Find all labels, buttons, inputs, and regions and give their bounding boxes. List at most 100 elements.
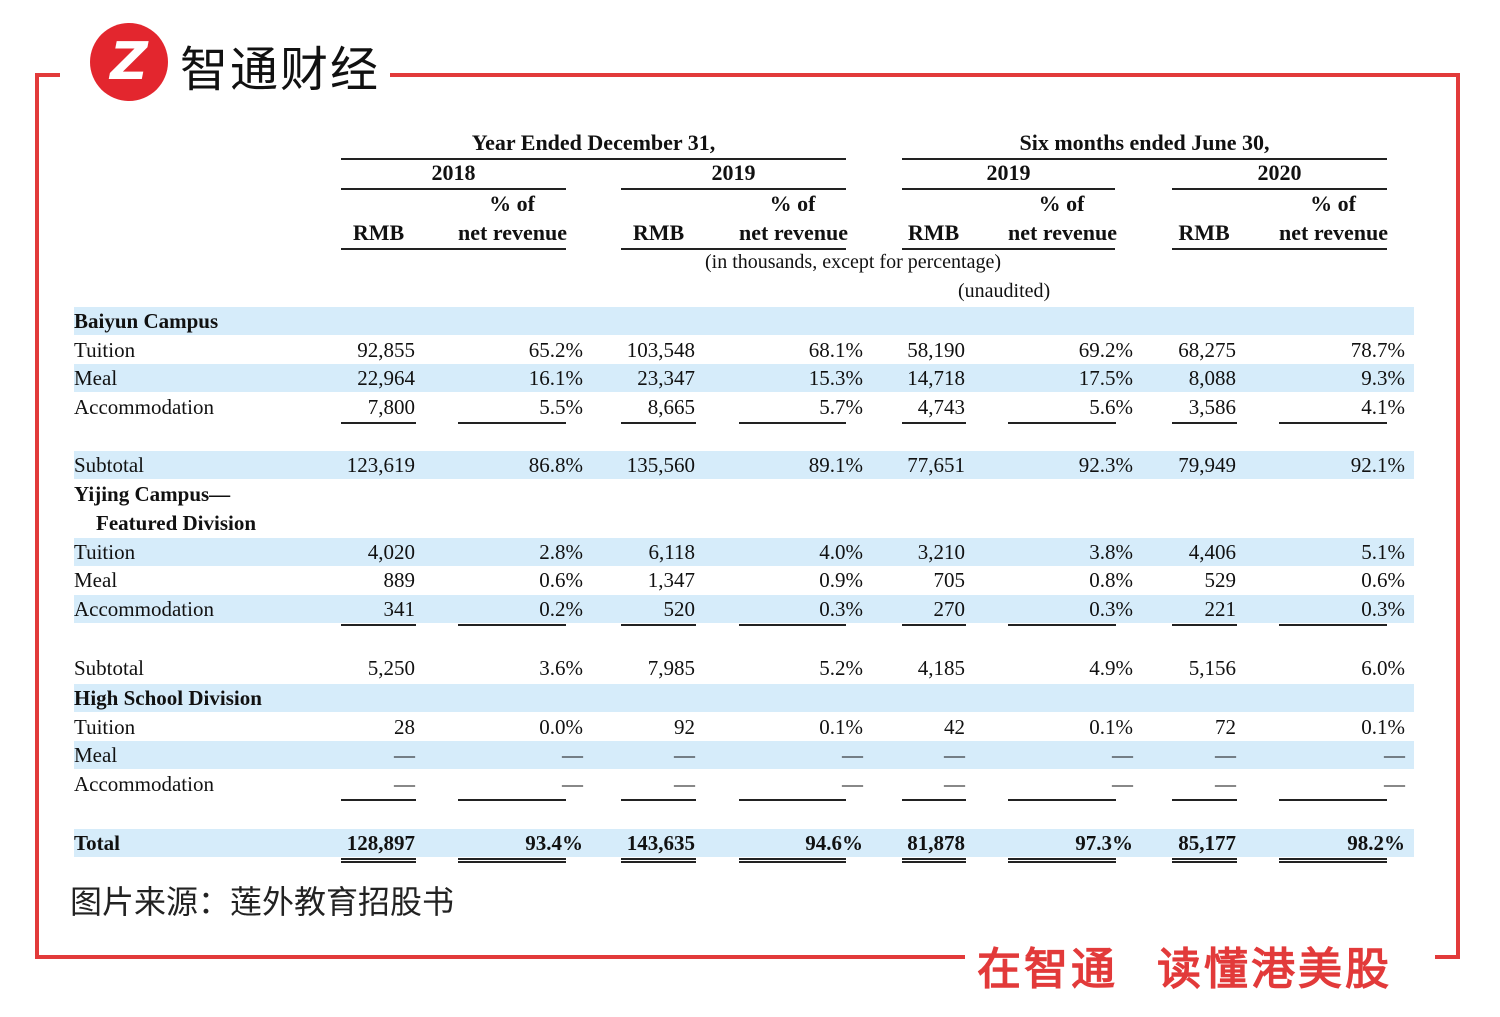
- rmb-cell: 4,020: [367, 540, 415, 564]
- table-row: Subtotal 5,250 3.6% 7,985 5.2% 4,185 4.9% 5,156…: [74, 654, 1414, 682]
- image-source: 图片来源：莲外教育招股书: [70, 883, 455, 921]
- rmb-cell: 221: [1204, 597, 1237, 621]
- rmb-cell: 143,635: [626, 831, 695, 855]
- pct-cell: 0.3%: [1089, 597, 1133, 621]
- table-row: Baiyun Campus: [74, 307, 1414, 335]
- pct-cell: 5.1%: [1361, 540, 1405, 564]
- rmb-cell: 4,743: [917, 395, 965, 419]
- table-row: Meal — — — — — — — —: [74, 741, 1414, 769]
- rmb-cell: 4,406: [1188, 540, 1236, 564]
- pct-cell: 4.9%: [1089, 656, 1133, 680]
- total-double-rule: [1279, 858, 1387, 863]
- pct-cell: 15.3%: [808, 366, 863, 390]
- table-row: Subtotal 123,619 86.8% 135,560 89.1% 77,651 92…: [74, 451, 1414, 479]
- rmb-cell: 7,800: [367, 395, 415, 419]
- col-pct-header: net revenue: [739, 220, 848, 245]
- table-row: Meal 22,964 16.1% 23,347 15.3% 14,718 17.5% 8,0…: [74, 364, 1414, 392]
- footer-slogan: 在智通 读懂港美股: [965, 925, 1435, 995]
- group-header-six-months: Six months ended June 30,: [1019, 130, 1270, 155]
- rmb-cell: 123,619: [346, 453, 415, 477]
- slogan-part-1: 在智通: [977, 944, 1118, 995]
- subtotal-rule: [902, 799, 966, 801]
- rmb-cell: 4,185: [917, 656, 965, 680]
- pct-cell: —: [1112, 743, 1133, 767]
- rmb-cell: 3,586: [1188, 395, 1236, 419]
- subtotal-rule: [341, 799, 416, 801]
- pct-cell: 0.8%: [1089, 568, 1133, 592]
- rmb-cell: —: [1215, 743, 1236, 767]
- col-rmb-header: RMB: [907, 220, 960, 245]
- row-label: Total: [74, 831, 120, 855]
- total-double-rule: [902, 858, 966, 863]
- group-header-year: Year Ended December 31,: [471, 130, 716, 155]
- subtotal-rule: [902, 624, 966, 626]
- frame-border-bottom: [35, 955, 1460, 959]
- rmb-cell: 5,156: [1188, 656, 1236, 680]
- subtotal-rule: [902, 422, 966, 424]
- subtotal-rule: [1279, 624, 1387, 626]
- table-row: Meal 889 0.6% 1,347 0.9% 705 0.8% 529 0.6%: [74, 566, 1414, 594]
- rmb-cell: 42: [944, 715, 965, 739]
- rmb-cell: 135,560: [626, 453, 695, 477]
- total-double-rule: [739, 858, 846, 863]
- rmb-cell: 81,878: [907, 831, 965, 855]
- row-label: Meal: [74, 366, 118, 390]
- rmb-cell: —: [674, 772, 695, 796]
- total-double-rule: [341, 858, 416, 863]
- subtotal-rule: [1279, 422, 1387, 424]
- year-header-2020-h1: 2020: [1257, 160, 1302, 185]
- rmb-cell: 68,275: [1178, 338, 1236, 362]
- header-rule: [902, 248, 1115, 250]
- pct-cell: 0.3%: [819, 597, 863, 621]
- rmb-cell: 529: [1204, 568, 1237, 592]
- slogan-part-2: 读懂港美股: [1157, 944, 1392, 995]
- row-label: Tuition: [74, 540, 136, 564]
- col-rmb-header: RMB: [632, 220, 685, 245]
- col-pct-header: % of: [1310, 191, 1356, 216]
- row-label: Baiyun Campus: [74, 309, 219, 333]
- pct-cell: 65.2%: [528, 338, 583, 362]
- pct-cell: 9.3%: [1361, 366, 1405, 390]
- rmb-cell: 5,250: [367, 656, 415, 680]
- rmb-cell: 6,118: [648, 540, 695, 564]
- subtotal-rule: [1279, 799, 1387, 801]
- col-pct-header: net revenue: [1279, 220, 1388, 245]
- rmb-cell: 77,651: [907, 453, 965, 477]
- rmb-cell: 705: [933, 568, 966, 592]
- subtotal-rule: [621, 624, 696, 626]
- pct-cell: 0.0%: [539, 715, 583, 739]
- subtotal-rule: [341, 422, 416, 424]
- brand-name: 智通财经: [180, 42, 381, 98]
- rmb-cell: 92: [674, 715, 695, 739]
- pct-cell: 4.1%: [1361, 395, 1405, 419]
- header-rule: [902, 188, 1115, 190]
- subtotal-rule: [1008, 624, 1116, 626]
- pct-cell: 98.2%: [1347, 831, 1405, 855]
- subtotal-rule: [739, 422, 846, 424]
- table-row: Featured Division: [74, 509, 1414, 537]
- rmb-cell: —: [674, 743, 695, 767]
- pct-cell: —: [842, 743, 863, 767]
- total-double-rule: [1008, 858, 1116, 863]
- frame-border-top: [35, 73, 1460, 77]
- rmb-cell: 3,210: [917, 540, 965, 564]
- subtotal-rule: [458, 422, 566, 424]
- rmb-cell: 270: [933, 597, 966, 621]
- subtotal-rule: [458, 624, 566, 626]
- frame-border-left: [35, 73, 39, 958]
- row-label: Accommodation: [74, 395, 214, 419]
- pct-cell: 5.7%: [819, 395, 863, 419]
- pct-cell: 0.1%: [1089, 715, 1133, 739]
- subtotal-rule: [621, 799, 696, 801]
- pct-cell: 0.6%: [1361, 568, 1405, 592]
- pct-cell: 68.1%: [808, 338, 863, 362]
- pct-cell: 0.1%: [819, 715, 863, 739]
- table-row: Yijing Campus—: [74, 480, 1414, 508]
- table-row: Accommodation 7,800 5.5% 8,665 5.7% 4,743 5.6%…: [74, 393, 1414, 421]
- pct-cell: 3.8%: [1089, 540, 1133, 564]
- rmb-cell: 92,855: [357, 338, 415, 362]
- row-label: Meal: [74, 568, 118, 592]
- rmb-cell: 8,088: [1188, 366, 1236, 390]
- pct-cell: 97.3%: [1075, 831, 1133, 855]
- col-rmb-header: RMB: [1178, 220, 1230, 245]
